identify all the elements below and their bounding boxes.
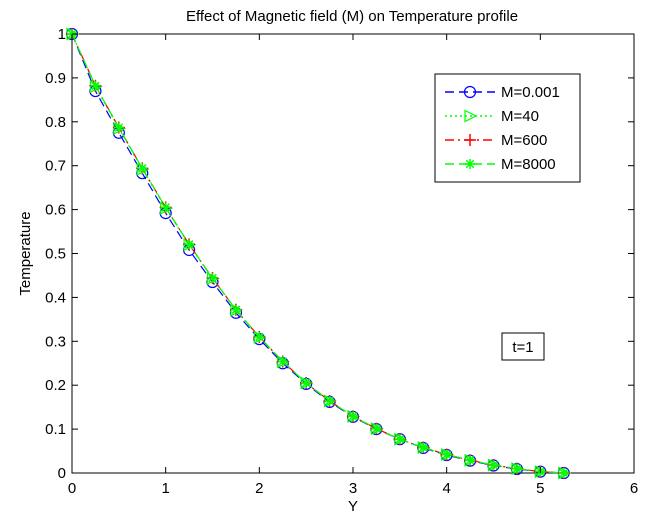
legend-label: M=600 [501, 132, 547, 149]
x-tick-label: 5 [536, 480, 544, 497]
y-tick-label: 0.9 [45, 70, 66, 87]
legend-label: M=40 [501, 108, 539, 125]
annotation-label: t=1 [512, 339, 533, 356]
y-tick-label: 1 [58, 26, 66, 43]
x-tick-label: 2 [255, 480, 263, 497]
data-point [465, 455, 476, 466]
y-tick-label: 0.8 [45, 114, 66, 131]
data-point [371, 423, 382, 434]
y-tick-label: 0.7 [45, 158, 66, 175]
data-point [113, 122, 124, 133]
legend-entry: M=40 [445, 108, 539, 125]
x-tick-label: 0 [68, 480, 76, 497]
annotation-box: t=1 [501, 332, 545, 361]
legend-label: M=0.001 [501, 84, 560, 101]
data-point [277, 356, 288, 367]
data-point [207, 273, 218, 284]
y-tick-label: 0.1 [45, 421, 66, 438]
x-tick-label: 6 [630, 480, 638, 497]
legend-entry: M=8000 [445, 156, 556, 173]
data-point [137, 163, 148, 174]
legend-entry: M=0.001 [445, 84, 560, 101]
data-point [558, 468, 569, 478]
data-point [90, 80, 101, 91]
x-tick-label: 1 [161, 480, 169, 497]
chart-title: Effect of Magnetic field (M) on Temperat… [186, 8, 518, 25]
y-tick-label: 0.2 [45, 377, 66, 394]
data-point [418, 442, 429, 453]
data-point [184, 239, 195, 250]
legend-marker [463, 85, 477, 99]
y-tick-label: 0.5 [45, 246, 66, 263]
data-point [394, 434, 405, 445]
data-point [488, 460, 499, 471]
legend-marker [465, 159, 475, 169]
x-tick-label: 3 [349, 480, 357, 497]
legend: M=0.001 M=40 M=600 M=8000 [434, 73, 581, 183]
x-axis-label: Y [348, 498, 358, 515]
y-tick-label: 0.3 [45, 333, 66, 350]
data-point [254, 331, 265, 342]
axes-layer: 0 1 2 3 4 5 6 0 0.1 0.2 0.3 0.4 0.5 0.6 0.7 0.8 0.9 1 [45, 26, 638, 497]
legend-marker [464, 109, 478, 123]
y-axis-label: Temperature [17, 211, 34, 295]
y-tick-label: 0.4 [45, 289, 66, 306]
legend-label: M=8000 [501, 156, 556, 173]
data-point [348, 411, 358, 422]
y-tick-label: 0 [58, 465, 66, 482]
data-point [511, 463, 522, 474]
series-line [71, 33, 564, 474]
y-tick-label: 0.6 [45, 202, 66, 219]
data-point [441, 449, 452, 460]
data-point [160, 202, 171, 213]
annotation-frame [501, 332, 545, 361]
data-point [230, 304, 241, 315]
series-layer [65, 27, 572, 480]
x-tick-label: 4 [442, 480, 450, 497]
data-point [301, 378, 312, 389]
legend-entry: M=600 [445, 132, 547, 149]
data-point [324, 396, 335, 407]
legend-marker [464, 134, 476, 146]
series-4 [67, 29, 569, 478]
